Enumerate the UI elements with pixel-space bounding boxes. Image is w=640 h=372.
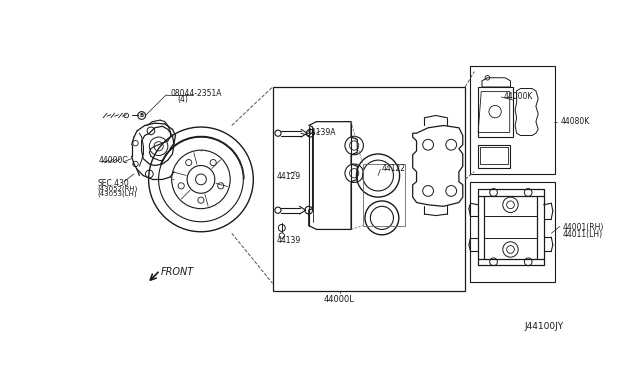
Text: J44100JY: J44100JY — [524, 322, 563, 331]
Text: 44011(LH): 44011(LH) — [563, 230, 603, 239]
Bar — [273, 87, 465, 291]
Text: 44139A: 44139A — [307, 128, 336, 137]
Text: B: B — [140, 113, 144, 118]
Text: 08044-2351A: 08044-2351A — [170, 89, 221, 98]
Bar — [470, 182, 555, 282]
Text: 44000L: 44000L — [324, 295, 355, 304]
Text: FRONT: FRONT — [161, 267, 194, 277]
Text: (43052(RH): (43052(RH) — [97, 186, 138, 192]
Text: 44080K: 44080K — [561, 117, 590, 126]
Bar — [363, 164, 405, 225]
Text: 44000K: 44000K — [504, 92, 533, 102]
Text: 44000C: 44000C — [99, 156, 128, 165]
Text: 44122: 44122 — [382, 164, 406, 173]
Text: 44139: 44139 — [276, 235, 301, 245]
Text: 44129: 44129 — [276, 172, 301, 181]
Text: (43053(LH): (43053(LH) — [97, 191, 136, 198]
Text: 44001(RH): 44001(RH) — [563, 223, 604, 232]
Bar — [470, 66, 555, 174]
Text: (4): (4) — [178, 95, 189, 104]
Text: SEC.430: SEC.430 — [97, 179, 129, 188]
